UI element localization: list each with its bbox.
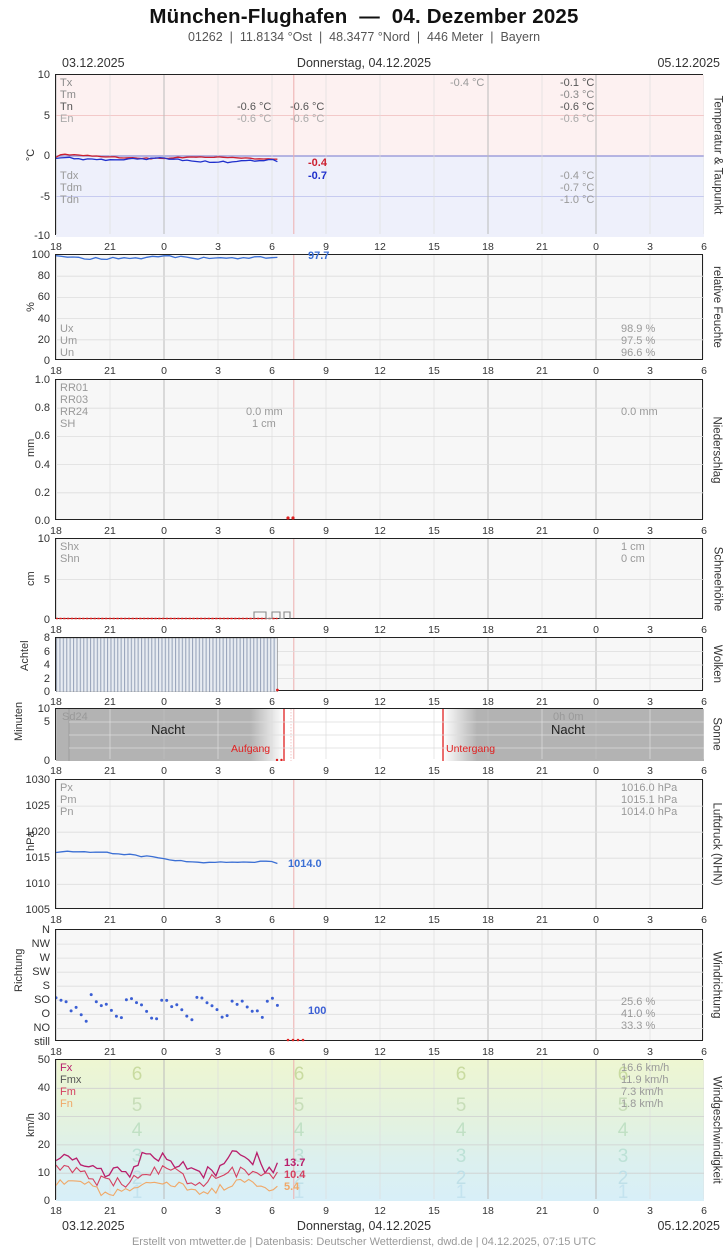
svg-text:4: 4 bbox=[456, 1120, 467, 1141]
svg-text:4: 4 bbox=[618, 1120, 629, 1141]
svg-text:6: 6 bbox=[294, 1064, 305, 1085]
svg-text:1: 1 bbox=[456, 1182, 467, 1201]
svg-text:3: 3 bbox=[618, 1146, 629, 1167]
svg-text:6: 6 bbox=[132, 1064, 143, 1085]
svg-text:6: 6 bbox=[456, 1064, 467, 1085]
svg-text:5: 5 bbox=[132, 1095, 143, 1116]
svg-text:1: 1 bbox=[132, 1182, 143, 1201]
svg-text:5: 5 bbox=[294, 1095, 305, 1116]
svg-text:4: 4 bbox=[132, 1120, 143, 1141]
svg-text:1: 1 bbox=[618, 1182, 629, 1201]
svg-text:5: 5 bbox=[456, 1095, 467, 1116]
svg-text:3: 3 bbox=[456, 1146, 467, 1167]
svg-text:4: 4 bbox=[294, 1120, 305, 1141]
